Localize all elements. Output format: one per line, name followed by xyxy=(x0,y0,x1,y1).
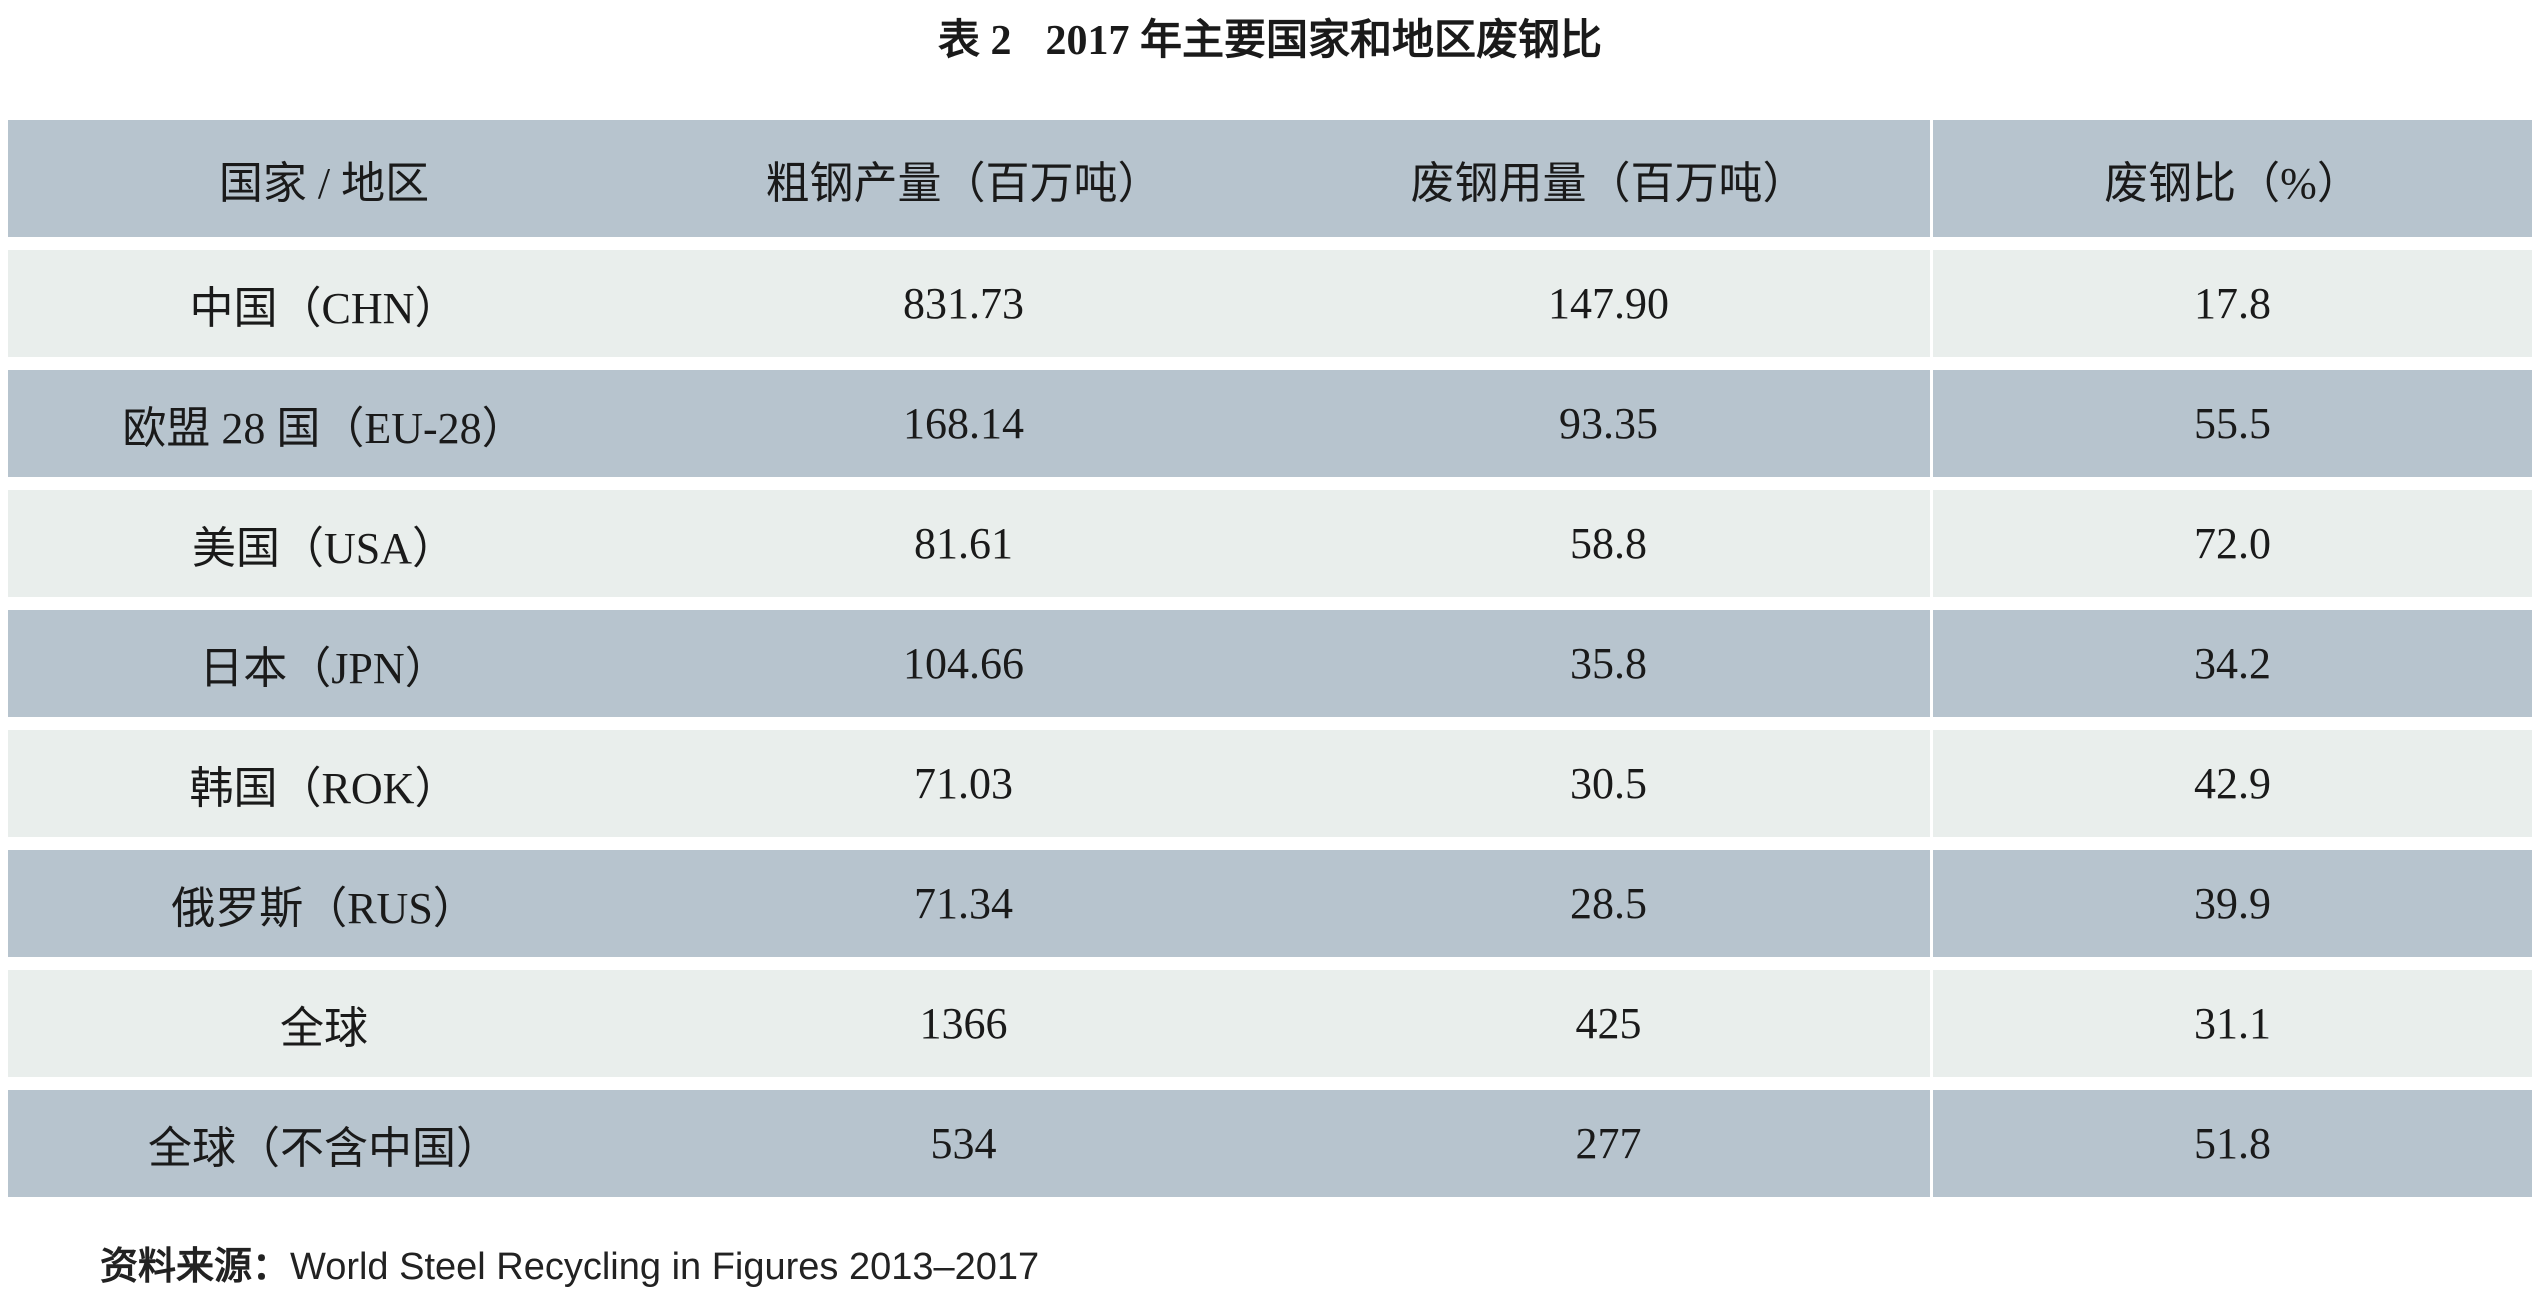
table-row-usa: 美国（USA） 81.61 58.8 72.0 xyxy=(8,490,2532,597)
cell-region: 全球（不含中国） xyxy=(8,1090,640,1197)
table-body: 中国（CHN） 831.73 147.90 17.8 欧盟 28 国（EU-28… xyxy=(8,250,2532,1197)
col-header-crude-steel-output: 粗钢产量（百万吨） xyxy=(640,120,1287,237)
cell-scrap-usage: 35.8 xyxy=(1287,610,1930,717)
data-source-label: 资料来源： xyxy=(100,1246,291,1288)
cell-scrap-usage: 93.35 xyxy=(1287,370,1930,477)
table-row-china: 中国（CHN） 831.73 147.90 17.8 xyxy=(8,250,2532,357)
cell-scrap-ratio: 51.8 xyxy=(1930,1090,2532,1197)
col-header-scrap-usage: 废钢用量（百万吨） xyxy=(1287,120,1930,237)
cell-scrap-usage: 28.5 xyxy=(1287,850,1930,957)
cell-crude-steel-output: 104.66 xyxy=(640,610,1287,717)
scrap-ratio-table: 国家 / 地区 粗钢产量（百万吨） 废钢用量（百万吨） 废钢比（%） 中国（CH… xyxy=(8,107,2532,1210)
cell-region: 韩国（ROK） xyxy=(8,730,640,837)
cell-scrap-ratio: 17.8 xyxy=(1930,250,2532,357)
cell-region: 全球 xyxy=(8,970,640,1077)
table-row-japan: 日本（JPN） 104.66 35.8 34.2 xyxy=(8,610,2532,717)
cell-region: 俄罗斯（RUS） xyxy=(8,850,640,957)
data-source-text: World Steel Recycling in Figures 2013–20… xyxy=(290,1246,1040,1288)
cell-scrap-ratio: 34.2 xyxy=(1930,610,2532,717)
cell-crude-steel-output: 168.14 xyxy=(640,370,1287,477)
cell-scrap-usage: 30.5 xyxy=(1287,730,1930,837)
cell-scrap-usage: 147.90 xyxy=(1287,250,1930,357)
cell-crude-steel-output: 71.34 xyxy=(640,850,1287,957)
cell-crude-steel-output: 534 xyxy=(640,1090,1287,1197)
cell-scrap-ratio: 55.5 xyxy=(1930,370,2532,477)
cell-region: 欧盟 28 国（EU-28） xyxy=(8,370,640,477)
cell-crude-steel-output: 831.73 xyxy=(640,250,1287,357)
table-row-rok: 韩国（ROK） 71.03 30.5 42.9 xyxy=(8,730,2532,837)
table-header: 国家 / 地区 粗钢产量（百万吨） 废钢用量（百万吨） 废钢比（%） xyxy=(8,120,2532,237)
table-row-global-excl-china: 全球（不含中国） 534 277 51.8 xyxy=(8,1090,2532,1197)
cell-scrap-usage: 277 xyxy=(1287,1090,1930,1197)
cell-scrap-usage: 425 xyxy=(1287,970,1930,1077)
header-row: 国家 / 地区 粗钢产量（百万吨） 废钢用量（百万吨） 废钢比（%） xyxy=(8,120,2532,237)
table-row-global: 全球 1366 425 31.1 xyxy=(8,970,2532,1077)
table-row-eu28: 欧盟 28 国（EU-28） 168.14 93.35 55.5 xyxy=(8,370,2532,477)
data-source-note: 资料来源：World Steel Recycling in Figures 20… xyxy=(100,1245,2540,1289)
cell-scrap-usage: 58.8 xyxy=(1287,490,1930,597)
cell-crude-steel-output: 71.03 xyxy=(640,730,1287,837)
table-row-russia: 俄罗斯（RUS） 71.34 28.5 39.9 xyxy=(8,850,2532,957)
col-header-scrap-ratio: 废钢比（%） xyxy=(1930,120,2532,237)
table-title-text: 2017 年主要国家和地区废钢比 xyxy=(1045,18,1603,64)
cell-scrap-ratio: 72.0 xyxy=(1930,490,2532,597)
cell-scrap-ratio: 39.9 xyxy=(1930,850,2532,957)
cell-crude-steel-output: 1366 xyxy=(640,970,1287,1077)
cell-crude-steel-output: 81.61 xyxy=(640,490,1287,597)
cell-region: 美国（USA） xyxy=(8,490,640,597)
col-header-region: 国家 / 地区 xyxy=(8,120,640,237)
table-title-label: 表 2 xyxy=(937,18,1012,64)
cell-scrap-ratio: 42.9 xyxy=(1930,730,2532,837)
table-title: 表 2 2017 年主要国家和地区废钢比 xyxy=(0,0,2540,107)
cell-scrap-ratio: 31.1 xyxy=(1930,970,2532,1077)
cell-region: 中国（CHN） xyxy=(8,250,640,357)
cell-region: 日本（JPN） xyxy=(8,610,640,717)
